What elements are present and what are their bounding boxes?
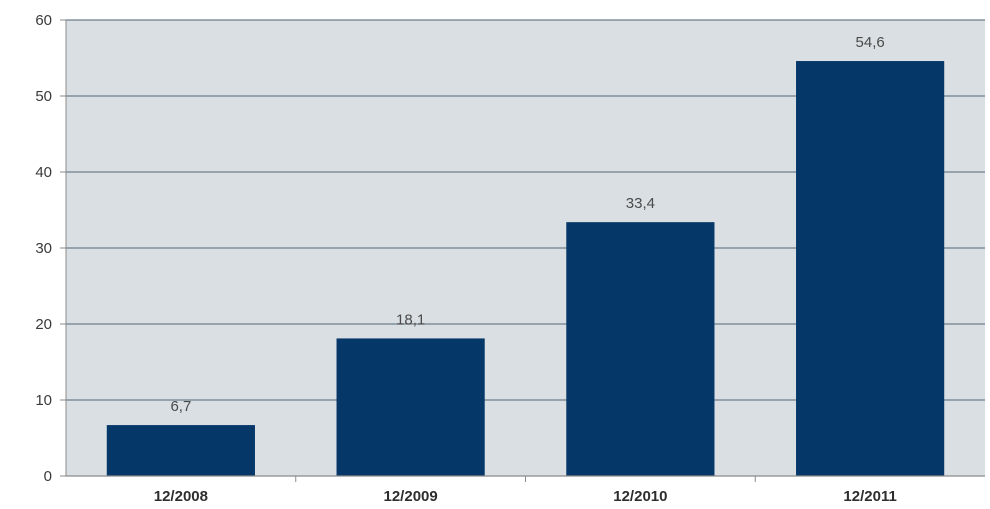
y-tick-label-30: 30 [35,240,52,257]
data-labels: 6,7 18,1 33,4 54,6 [170,34,884,415]
data-label-12-2010: 33,4 [626,195,655,212]
y-tick-label-50: 50 [35,88,52,105]
x-tick-label-12-2009: 12/2009 [384,488,438,505]
x-tick-label-12-2011: 12/2011 [843,488,896,505]
y-tick-label-10: 10 [35,392,52,409]
axes [60,19,985,482]
data-label-12-2008: 6,7 [170,398,191,415]
y-tick-label-20: 20 [35,316,52,333]
gridlines [66,19,985,401]
bar-12-2010 [566,222,715,476]
data-label-12-2011: 54,6 [856,34,885,51]
y-tick-label-40: 40 [35,164,52,181]
bar-12-2008 [106,425,255,476]
x-tick-label-12-2010: 12/2010 [613,488,667,505]
tick-labels: 0 10 20 30 40 50 60 12/2008 12/2009 12/2010 12/201… [35,12,897,505]
data-label-12-2009: 18,1 [396,311,425,328]
bar-12-2009 [336,338,485,476]
y-tick-label-60: 60 [35,12,52,29]
bar-12-2011 [796,61,945,476]
x-tick-label-12-2008: 12/2008 [154,488,208,505]
bars [106,61,945,476]
y-tick-label-0: 0 [44,468,52,485]
